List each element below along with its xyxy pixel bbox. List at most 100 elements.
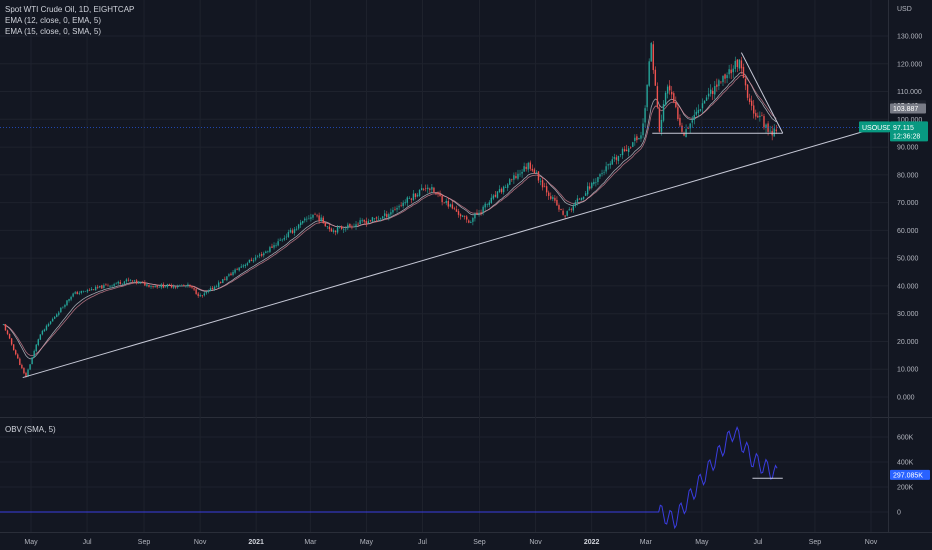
candle-body (632, 142, 634, 147)
candle-body (293, 229, 296, 233)
candle-body (746, 84, 749, 98)
candle-body (593, 181, 595, 185)
time-axis[interactable]: May Jul Sep Nov 2021 Mar May Jul Sep Nov 2022 Mar Ma… (24, 539, 877, 546)
candle-body (646, 84, 648, 108)
candle-body (33, 350, 35, 358)
candle-body (138, 281, 140, 284)
price-tick-label: 130.000 (897, 34, 922, 41)
candle-body (336, 226, 339, 233)
candle-body (256, 256, 259, 258)
candle-body (490, 197, 493, 204)
candle-body (486, 204, 488, 205)
candle-body (697, 109, 700, 114)
candle-body (677, 107, 679, 120)
candle-body (21, 364, 23, 369)
candle-body (60, 307, 62, 313)
obv-last-value-label-bg (890, 469, 930, 480)
candle-body (191, 286, 193, 288)
candle-body (507, 184, 509, 188)
candle-body (92, 289, 95, 291)
candle-body (193, 288, 195, 290)
obv-axis[interactable]: 600K 400K 200K 0 (897, 435, 914, 517)
candle-body (525, 166, 527, 169)
trendline (22, 129, 868, 379)
candle-body (10, 338, 13, 345)
candle-body (45, 325, 48, 330)
obv-legend[interactable]: OBV (SMA, 5) (5, 424, 56, 435)
candle-body (377, 218, 380, 220)
candle-body (582, 196, 585, 199)
candle-body (283, 237, 285, 240)
candle-body (533, 169, 536, 174)
ema-15-legend[interactable]: EMA (15, close, 0, SMA, 5) (5, 27, 102, 36)
candle-body (716, 84, 718, 87)
ema-12-legend[interactable]: EMA (12, close, 0, EMA, 5) (5, 16, 102, 25)
candle-body (261, 254, 263, 256)
candle-body (295, 228, 298, 230)
candle-body (435, 192, 437, 194)
candle-body (591, 182, 593, 188)
candle-body (49, 321, 52, 324)
candle-body (470, 221, 472, 223)
candle-body (250, 259, 253, 261)
candle-body (271, 246, 273, 248)
candle-body (484, 203, 486, 208)
candle-body (230, 273, 232, 276)
candle-body (414, 193, 417, 197)
price-tick-label: 120.000 (897, 61, 922, 68)
candle-body (476, 212, 478, 214)
candle-body (693, 114, 695, 121)
candle-body (609, 163, 611, 166)
candle-body (4, 324, 7, 331)
chart-legend[interactable]: Spot WTI Crude Oil, 1D, EIGHTCAP EMA (12… (5, 4, 134, 37)
candle-body (220, 281, 222, 283)
chart-title[interactable]: Spot WTI Crude Oil, 1D, EIGHTCAP (5, 5, 135, 14)
candle-body (763, 116, 765, 128)
candle-body (638, 138, 640, 140)
time-tick-label: Jul (753, 539, 762, 546)
candle-body (601, 173, 603, 174)
candle-body (492, 195, 495, 199)
candle-body (709, 89, 712, 94)
price-axis[interactable]: 130.000 120.000 110.000 100.000 90.000 80.000… (897, 34, 922, 402)
candle-body (529, 162, 531, 169)
candle-body (62, 306, 64, 308)
candle-body (56, 314, 58, 317)
candle-body (707, 93, 710, 97)
candle-body (146, 284, 148, 287)
candle-body (345, 228, 347, 230)
candle-body (441, 196, 443, 203)
candle-body (119, 282, 121, 284)
candle-body (681, 125, 683, 132)
price-tick-label: 90.000 (897, 145, 919, 152)
candles (2, 40, 777, 378)
candle-body (347, 224, 349, 229)
obv-title[interactable]: OBV (SMA, 5) (5, 425, 56, 434)
candle-body (662, 104, 665, 121)
candle-body (734, 60, 736, 69)
candle-body (650, 43, 652, 62)
candle-body (599, 174, 601, 177)
candle-body (174, 287, 177, 288)
candle-body (275, 245, 277, 246)
candle-body (43, 329, 46, 332)
candle-body (353, 226, 355, 228)
candle-body (363, 219, 365, 222)
candle-body (722, 75, 724, 83)
candle-body (619, 154, 622, 155)
candle-body (394, 209, 396, 210)
candle-body (299, 222, 302, 226)
candle-body (213, 286, 216, 290)
obv-tick-label: 200K (897, 485, 914, 492)
candle-body (683, 132, 685, 136)
candle-body (263, 253, 265, 256)
candle-body (386, 214, 388, 217)
candle-body (570, 209, 572, 210)
candle-body (757, 115, 759, 118)
candle-body (511, 179, 513, 180)
candle-body (703, 100, 706, 104)
candle-body (94, 286, 97, 291)
candle-body (19, 358, 21, 366)
candle-body (254, 257, 257, 260)
candle-body (99, 285, 101, 288)
